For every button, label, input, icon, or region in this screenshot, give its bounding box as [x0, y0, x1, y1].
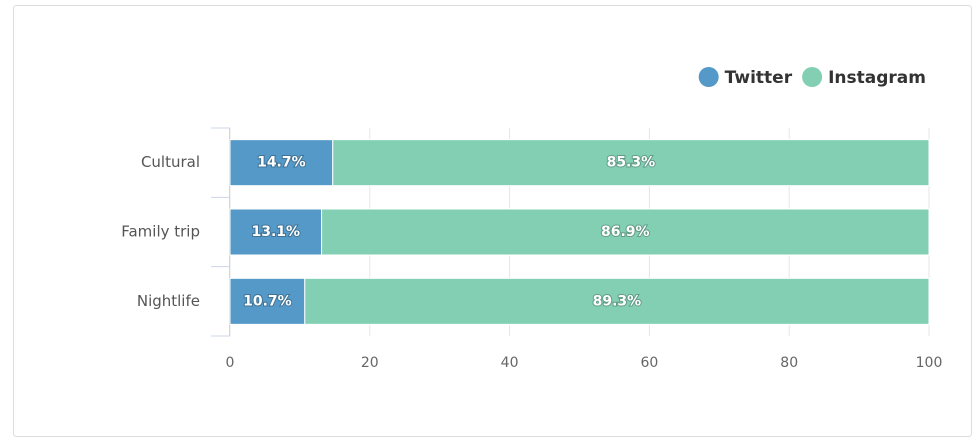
x-tick-label: 20	[361, 355, 379, 371]
value-label: 85.3%	[607, 155, 656, 171]
legend-swatch	[802, 67, 823, 87]
category-label: Nightlife	[137, 292, 200, 310]
bar-segment	[304, 277, 930, 325]
value-label: 89.3%	[593, 293, 642, 309]
value-label: 86.9%	[601, 224, 650, 240]
x-tick-label: 80	[780, 355, 798, 371]
value-label: 13.1%	[251, 224, 300, 240]
bar-segment	[332, 139, 930, 187]
bar-segment	[321, 208, 930, 256]
x-tick-label: 0	[226, 355, 235, 371]
bar-segment	[229, 208, 323, 256]
category-label: Cultural	[141, 153, 200, 171]
x-tick-label: 100	[916, 355, 943, 371]
value-label: 10.7%	[243, 293, 292, 309]
legend-swatch	[698, 67, 719, 87]
legend-label: Instagram	[828, 68, 926, 88]
x-tick-label: 40	[501, 355, 519, 371]
category-label: Family trip	[121, 223, 200, 241]
value-label: 14.7%	[257, 155, 306, 171]
x-tick-label: 60	[640, 355, 658, 371]
legend-label: Twitter	[725, 68, 793, 88]
